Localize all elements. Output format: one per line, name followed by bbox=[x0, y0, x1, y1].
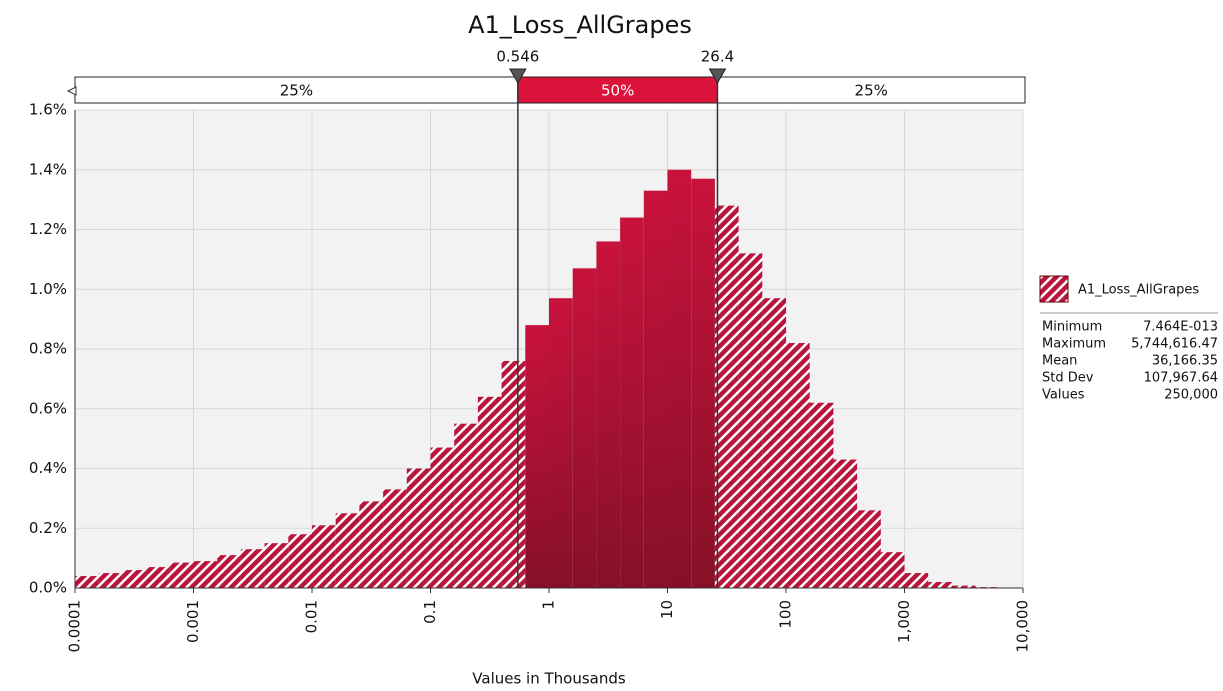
x-tick-label: 100 bbox=[777, 600, 795, 629]
histogram-bar bbox=[430, 447, 455, 588]
histogram-bar bbox=[525, 325, 549, 588]
x-tick-label: 0.001 bbox=[184, 600, 202, 643]
histogram-bar bbox=[146, 567, 170, 588]
histogram-bar bbox=[454, 423, 478, 588]
delimiter-handle bbox=[508, 68, 527, 85]
histogram-bar bbox=[691, 178, 715, 588]
histogram-bar bbox=[904, 573, 929, 588]
stat-value: 7.464E-013 bbox=[1143, 320, 1218, 335]
histogram-bar bbox=[620, 217, 644, 589]
histogram-bar bbox=[857, 510, 881, 588]
y-tick-label: 0.6% bbox=[29, 399, 67, 417]
legend-label: A1_Loss_AllGrapes bbox=[1078, 283, 1199, 298]
region-label: 25% bbox=[855, 82, 888, 100]
x-tick-label: 0.01 bbox=[303, 600, 321, 633]
histogram-bar bbox=[383, 489, 407, 588]
x-tick-label: 0.1 bbox=[421, 600, 439, 624]
y-tick-label: 0.4% bbox=[29, 459, 67, 477]
histogram-bar bbox=[193, 561, 218, 588]
histogram-bar bbox=[406, 468, 431, 588]
y-tick-label: 1.4% bbox=[29, 160, 67, 178]
histogram-bar bbox=[335, 513, 360, 588]
histogram-bar bbox=[312, 525, 336, 588]
region-label: 50% bbox=[601, 82, 634, 100]
stat-value: 107,967.64 bbox=[1144, 371, 1218, 386]
histogram-bar bbox=[928, 582, 952, 588]
region-label: 25% bbox=[280, 82, 313, 100]
stat-value: 36,166.35 bbox=[1152, 354, 1218, 369]
histogram-bar bbox=[738, 253, 763, 588]
histogram-bar bbox=[762, 298, 786, 588]
histogram-bar bbox=[477, 396, 502, 588]
histogram-bar bbox=[809, 402, 834, 588]
y-tick-label: 0.0% bbox=[29, 579, 67, 597]
histogram-bar bbox=[643, 190, 668, 588]
y-tick-label: 1.2% bbox=[29, 220, 67, 238]
histogram-bar bbox=[288, 534, 312, 588]
histogram-bar bbox=[240, 549, 265, 588]
delimiter-region bbox=[74, 76, 519, 104]
stat-name: Minimum bbox=[1042, 320, 1102, 335]
delimiter-label: 26.4 bbox=[701, 48, 734, 66]
legend-swatch bbox=[1039, 275, 1069, 303]
y-tick-label: 0.8% bbox=[29, 340, 67, 358]
y-tick-label: 1.0% bbox=[29, 280, 67, 298]
histogram-bar bbox=[98, 573, 123, 588]
x-tick-label: 1,000 bbox=[895, 600, 913, 643]
x-tick-label: 1 bbox=[540, 600, 558, 610]
histogram-bar bbox=[833, 459, 858, 588]
histogram-bar bbox=[169, 562, 194, 588]
histogram-bar bbox=[572, 268, 597, 588]
histogram-bar bbox=[75, 576, 99, 588]
stat-value: 250,000 bbox=[1164, 388, 1218, 403]
histogram-bar bbox=[122, 570, 147, 588]
histogram-bar bbox=[714, 205, 739, 588]
x-axis-label: Values in Thousands bbox=[472, 670, 626, 688]
stat-value: 5,744,616.47 bbox=[1131, 337, 1218, 352]
histogram-bar bbox=[951, 585, 976, 588]
x-tick-label: 0.0001 bbox=[66, 600, 84, 653]
chart-title: A1_Loss_AllGrapes bbox=[468, 11, 692, 39]
histogram-bar bbox=[596, 241, 621, 588]
histogram-bar bbox=[217, 555, 241, 588]
histogram-bar bbox=[880, 552, 905, 588]
histogram-bar bbox=[264, 543, 289, 588]
y-tick-label: 0.2% bbox=[29, 519, 67, 537]
histogram-bar bbox=[667, 169, 692, 588]
stat-name: Maximum bbox=[1042, 337, 1106, 352]
delimiter-handle bbox=[708, 68, 727, 85]
delimiter-region bbox=[716, 76, 1026, 104]
histogram-bar bbox=[501, 360, 526, 588]
histogram-bar bbox=[549, 298, 573, 588]
x-tick-label: 10,000 bbox=[1014, 600, 1032, 653]
y-tick-label: 1.6% bbox=[29, 101, 67, 119]
left-arrow bbox=[66, 86, 77, 96]
stat-name: Std Dev bbox=[1042, 371, 1094, 386]
x-tick-label: 10 bbox=[658, 600, 676, 619]
stat-name: Values bbox=[1042, 388, 1085, 403]
histogram-bar bbox=[359, 501, 384, 588]
stat-name: Mean bbox=[1042, 354, 1077, 369]
delimiter-region bbox=[517, 76, 718, 104]
delimiter-label: 0.546 bbox=[496, 48, 539, 66]
histogram-bar bbox=[786, 343, 810, 588]
